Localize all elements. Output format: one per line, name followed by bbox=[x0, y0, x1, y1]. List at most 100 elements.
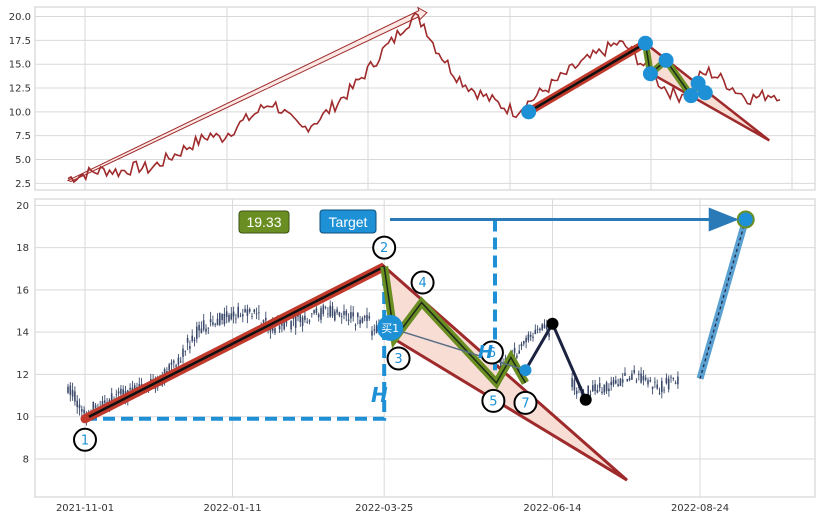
candle-body bbox=[594, 384, 596, 392]
candle-body bbox=[235, 318, 237, 320]
candle-body bbox=[92, 401, 95, 415]
buy-marker-label: 买1 bbox=[381, 322, 399, 335]
pivot-circle bbox=[410, 270, 435, 295]
candle-body bbox=[313, 310, 315, 314]
candle-body bbox=[371, 330, 373, 336]
candle-body bbox=[228, 315, 230, 322]
candle-body bbox=[615, 380, 617, 384]
candle-body bbox=[363, 316, 366, 318]
top-pivot-marker bbox=[697, 85, 713, 101]
bottom-y-tick-label: 14 bbox=[16, 328, 29, 339]
candle-body bbox=[340, 315, 343, 317]
candle-body bbox=[297, 314, 299, 317]
candle-body bbox=[219, 313, 221, 325]
candle-body bbox=[573, 379, 576, 391]
candle-body bbox=[345, 310, 348, 316]
candle-body bbox=[598, 383, 601, 388]
top-y-tick-label: 2.5 bbox=[15, 179, 31, 190]
candle-body bbox=[253, 309, 256, 313]
candle-body bbox=[649, 379, 652, 382]
candle-body bbox=[375, 325, 378, 334]
top-y-tick-label: 17.5 bbox=[9, 36, 31, 47]
candle-body bbox=[368, 316, 371, 319]
candle-body bbox=[207, 327, 210, 329]
candle-body bbox=[179, 361, 182, 363]
candle-body bbox=[534, 329, 537, 335]
start-dot bbox=[80, 414, 90, 424]
candle-body bbox=[196, 326, 198, 339]
candle-body bbox=[329, 305, 331, 317]
candle-body bbox=[619, 378, 622, 386]
candle-body bbox=[516, 355, 518, 358]
pivot-circle bbox=[481, 388, 506, 413]
candle-body bbox=[239, 315, 242, 317]
bottom-x-tick-label: 2022-01-11 bbox=[203, 503, 261, 514]
target-marker bbox=[736, 210, 755, 229]
target-badge-text: Target bbox=[329, 214, 368, 230]
top-impulse-black bbox=[528, 42, 647, 113]
candle-body bbox=[170, 362, 173, 365]
top-pivot-marker bbox=[683, 88, 699, 104]
candle-body bbox=[647, 380, 649, 385]
impulse-black bbox=[84, 265, 385, 420]
value-badge-text: 19.33 bbox=[246, 214, 281, 230]
h-label: H bbox=[371, 383, 388, 407]
candle-body bbox=[357, 312, 359, 318]
top-y-tick-label: 12.5 bbox=[9, 84, 31, 95]
candle-body bbox=[327, 313, 329, 315]
candle-body bbox=[642, 375, 645, 381]
top-price-line bbox=[67, 11, 781, 184]
bottom-x-tick-label: 2021-11-01 bbox=[56, 503, 114, 514]
top-y-tick-label: 10.0 bbox=[9, 107, 31, 118]
candle-body bbox=[667, 378, 670, 390]
candle-body bbox=[230, 313, 233, 320]
candle-body bbox=[246, 309, 249, 316]
candle-body bbox=[258, 312, 260, 314]
candle-body bbox=[122, 389, 124, 397]
candle-body bbox=[81, 409, 83, 412]
candle-body bbox=[354, 324, 357, 326]
candle-body bbox=[539, 328, 541, 331]
candle-body bbox=[548, 333, 550, 337]
candle-body bbox=[541, 324, 543, 330]
candle-body bbox=[674, 382, 677, 384]
bottom-pattern-overlay: 买1 1 2 3 4 5 6 7 bbox=[73, 207, 755, 482]
candle-body bbox=[205, 328, 207, 332]
candle-body bbox=[628, 378, 631, 381]
candle-body bbox=[209, 319, 212, 323]
pivot-label: 1 bbox=[81, 433, 89, 448]
candle-body bbox=[638, 373, 640, 375]
top-pivot-marker bbox=[637, 35, 653, 51]
bottom-y-tick-label: 18 bbox=[16, 243, 29, 254]
candle-body bbox=[225, 311, 228, 317]
candle-body bbox=[168, 364, 170, 371]
candle-body bbox=[677, 376, 679, 385]
blue-pivot-marker bbox=[519, 364, 532, 377]
candle-body bbox=[214, 323, 216, 325]
bottom-x-tick-labels: 2021-11-01 2022-01-11 2022-03-25 2022-06-14… bbox=[56, 503, 729, 514]
candle-body bbox=[184, 350, 187, 352]
candle-body bbox=[640, 373, 642, 383]
candle-body bbox=[173, 360, 175, 363]
candle-body bbox=[336, 309, 338, 313]
candle-body bbox=[322, 305, 325, 314]
candle-body bbox=[223, 313, 226, 325]
bottom-y-tick-labels: 8 10 12 14 16 18 20 bbox=[16, 201, 29, 466]
projection-band bbox=[696, 218, 750, 380]
candle-body bbox=[94, 405, 97, 408]
candle-body bbox=[76, 400, 78, 408]
buy-marker bbox=[377, 314, 404, 341]
candle-body bbox=[244, 308, 246, 313]
buy-connector bbox=[389, 327, 526, 371]
candle-body bbox=[262, 320, 265, 323]
candle-body bbox=[255, 313, 258, 315]
candle-body bbox=[200, 328, 203, 333]
candle-body bbox=[665, 377, 668, 384]
candle-body bbox=[283, 322, 285, 330]
candle-body bbox=[631, 373, 633, 380]
bottom-x-tick-label: 2022-08-24 bbox=[671, 503, 729, 514]
candle-body bbox=[670, 376, 672, 378]
candle-body bbox=[575, 390, 578, 395]
candle-body bbox=[110, 393, 113, 405]
